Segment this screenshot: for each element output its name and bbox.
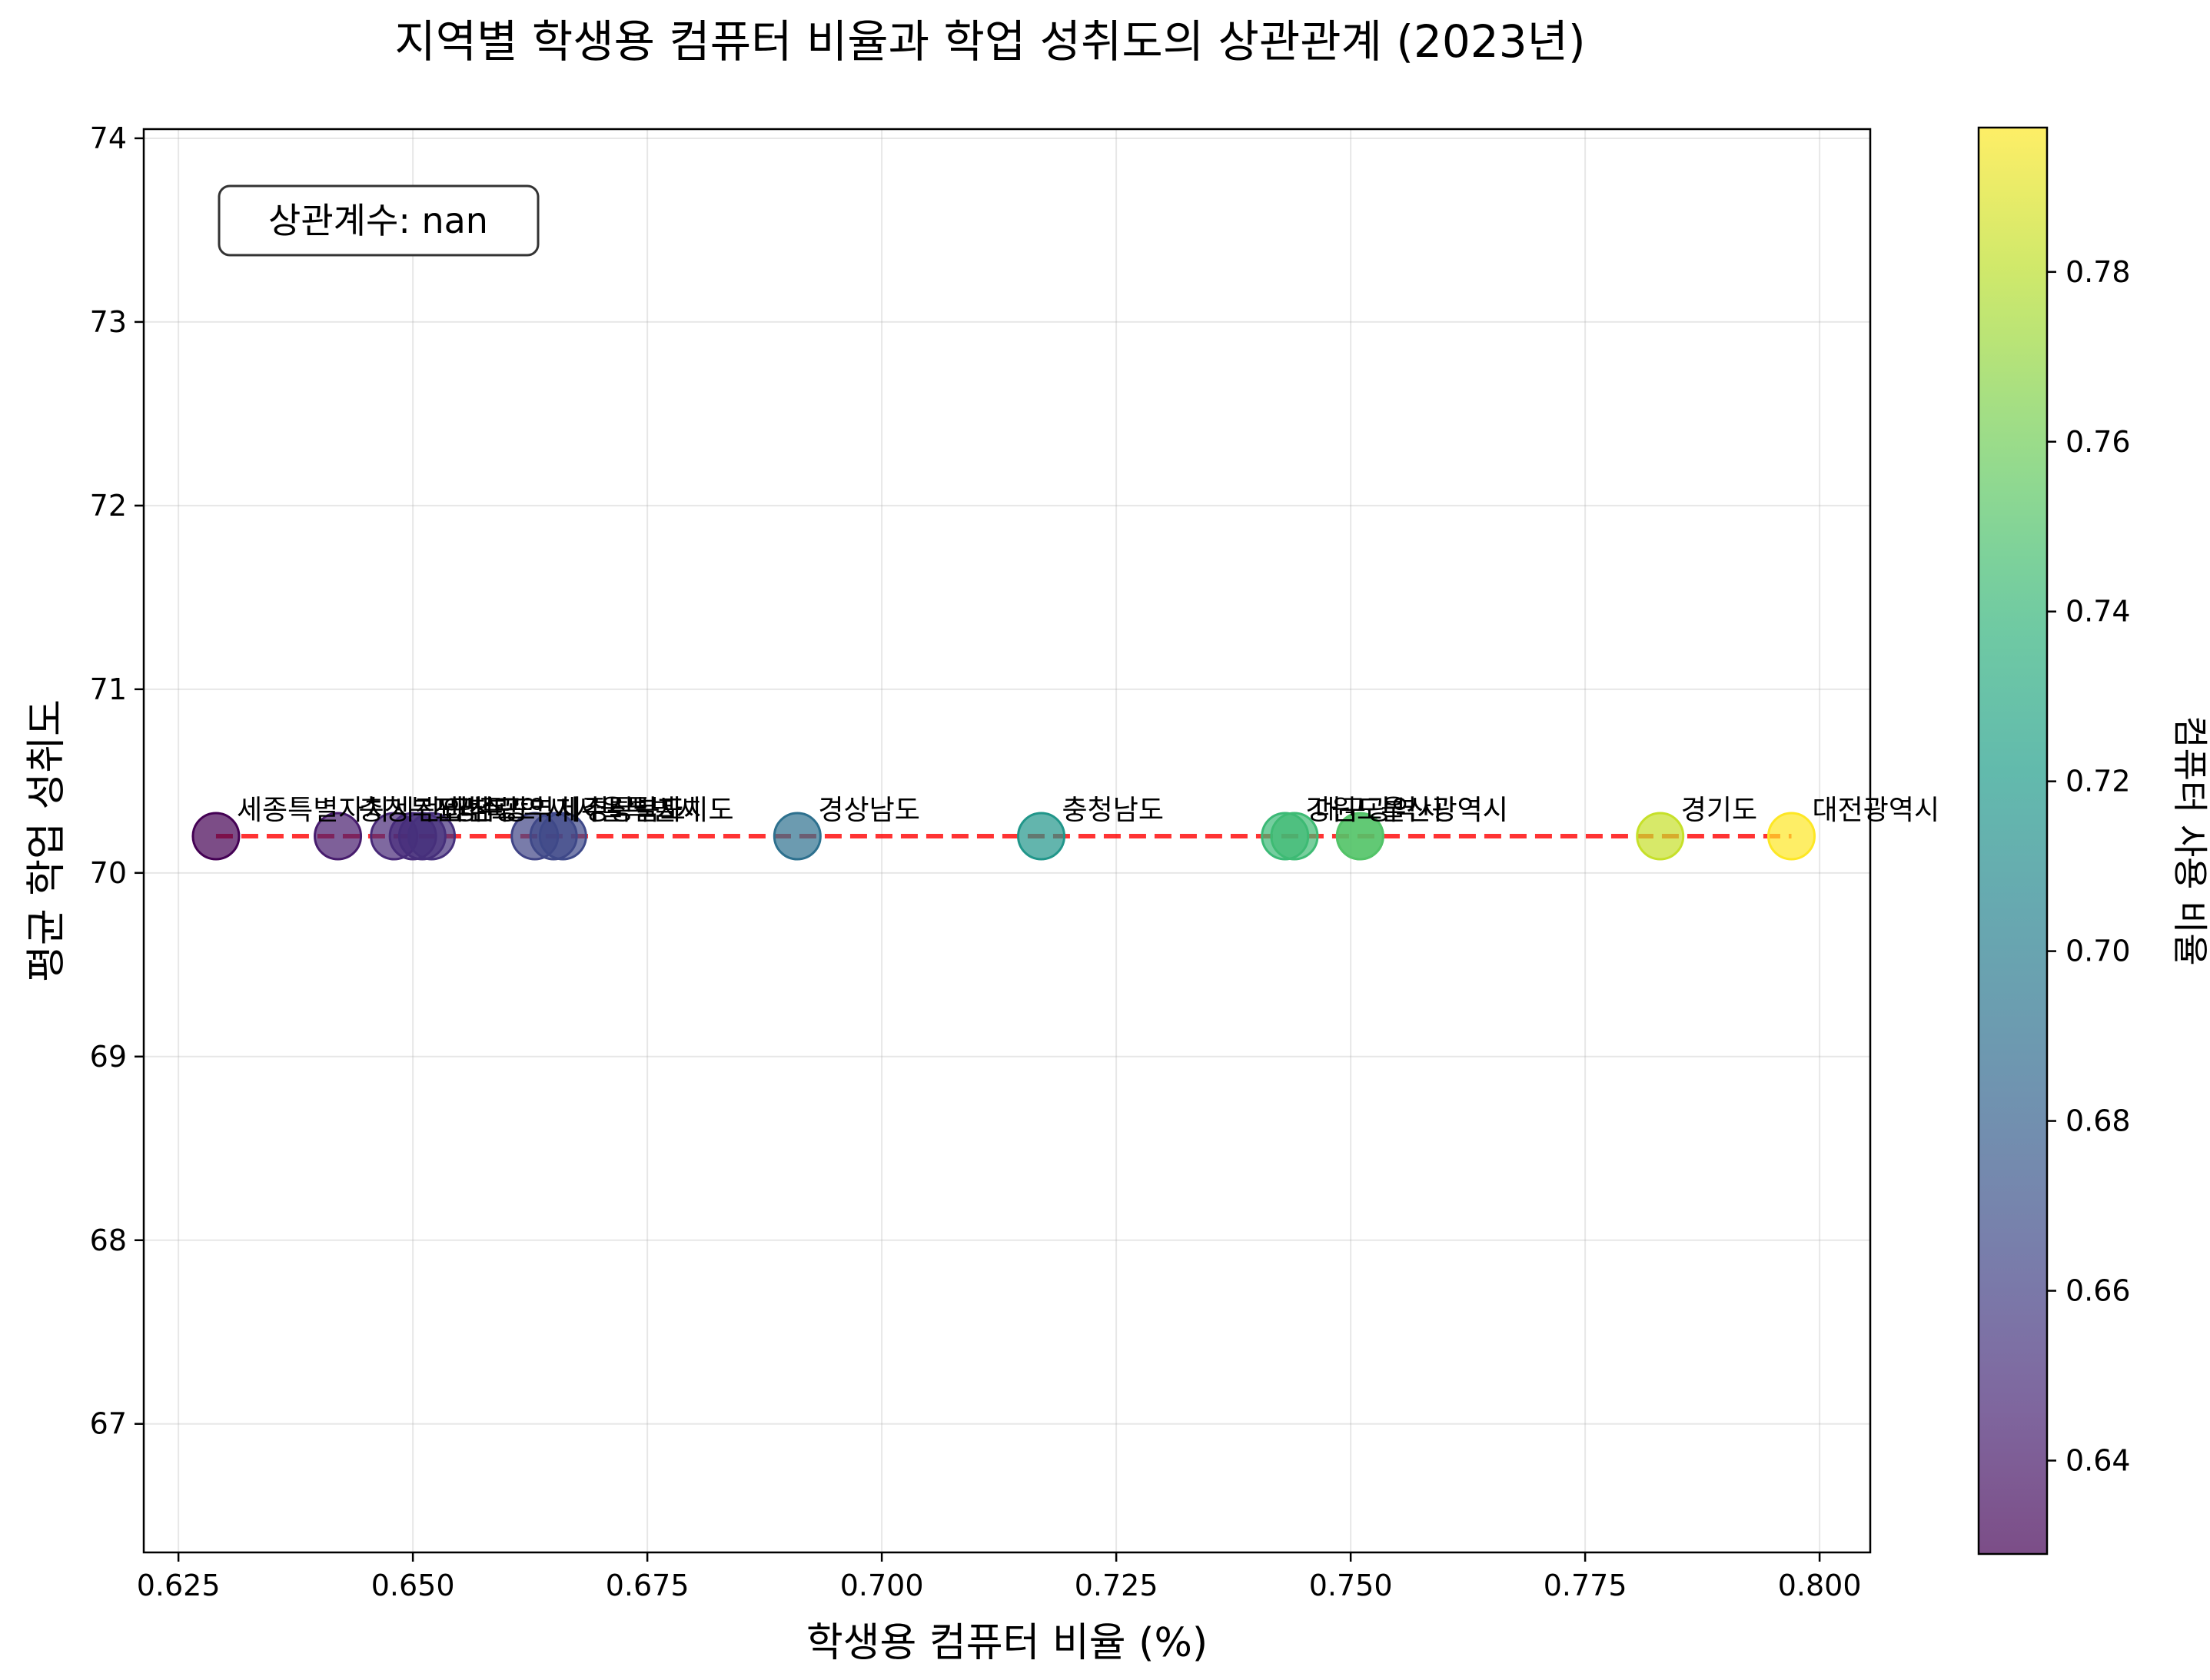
colorbar-tick-label: 0.68 <box>2065 1104 2131 1138</box>
x-tick-label: 0.675 <box>606 1569 690 1602</box>
y-tick-label: 71 <box>90 672 127 706</box>
x-axis-label: 학생용 컴퓨터 비율 (%) <box>806 1620 1208 1666</box>
colorbar-tick-label: 0.70 <box>2065 935 2131 968</box>
scatter-point <box>773 812 822 861</box>
colorbar-ticks: 0.64 0.66 0.68 0.70 0.72 0.74 0.76 0.78 <box>2047 255 2131 1477</box>
x-tick-label: 0.650 <box>371 1569 455 1602</box>
colorbar-tick-label: 0.72 <box>2065 765 2131 798</box>
scatter-point <box>538 812 587 861</box>
grid <box>144 129 1870 1552</box>
colorbar-tick-label: 0.66 <box>2065 1274 2131 1308</box>
annotation-text: 상관계수: nan <box>268 200 488 241</box>
point-label: 인천광역시 <box>443 795 570 826</box>
colorbar-tick-label: 0.78 <box>2065 255 2131 289</box>
colorbar-tick-label: 0.64 <box>2065 1443 2131 1477</box>
scatter-point <box>1636 812 1685 861</box>
colorbar-frame <box>1977 126 2049 1555</box>
y-tick-label: 69 <box>90 1040 127 1074</box>
point-labels-layer: 세종특별자치시충청북도전라남도전라북도인천광역시광주광역시제주특별자치도서울특별… <box>237 795 1939 826</box>
scatter-point <box>191 812 241 861</box>
colorbar-tick-label: 0.76 <box>2065 425 2131 459</box>
point-label: 전라남도 <box>415 795 517 826</box>
scatter-point <box>1270 812 1319 861</box>
point-label: 전라북도 <box>434 795 535 826</box>
x-tick-label: 0.725 <box>1075 1569 1158 1602</box>
y-axis-label: 평균 학업 성취도 <box>24 699 70 982</box>
x-tick-label: 0.750 <box>1309 1569 1393 1602</box>
plot-area: 세종특별자치시충청북도전라남도전라북도인천광역시광주광역시제주특별자치도서울특별… <box>142 128 1939 1554</box>
y-tick-label: 73 <box>90 305 127 339</box>
x-axis-ticks: 0.625 0.650 0.675 0.700 0.725 0.750 0.775 0.800 <box>137 1552 1862 1602</box>
correlation-annotation: 상관계수: nan <box>218 184 540 257</box>
x-tick-label: 0.775 <box>1544 1569 1627 1602</box>
y-axis-ticks: 67 68 69 70 71 72 73 74 <box>90 121 144 1441</box>
point-label: 경기도 <box>1681 795 1757 826</box>
scatter-point <box>314 812 363 861</box>
x-tick-label: 0.800 <box>1778 1569 1862 1602</box>
plot-frame <box>142 128 1872 1554</box>
point-label: 제주특별자치도 <box>556 795 734 826</box>
y-tick-label: 72 <box>90 489 127 523</box>
point-label: 서울특별시 <box>574 795 702 826</box>
colorbar-label: 컴퓨터 사용 비율 <box>2169 715 2210 965</box>
point-label: 세종특별자치시 <box>237 795 415 826</box>
points-layer <box>191 812 1816 861</box>
point-label: 대구광역시 <box>1315 795 1443 826</box>
annotation-box <box>218 184 540 257</box>
scatter-point <box>1017 812 1066 861</box>
point-label: 충청남도 <box>1062 795 1164 826</box>
chart-title: 지역별 학생용 컴퓨터 비율과 학업 성취도의 상관관계 (2023년) <box>394 15 1585 68</box>
colorbar-gradient <box>1979 128 2047 1554</box>
point-label: 대전광역시 <box>1813 795 1940 826</box>
scatter-point <box>1335 812 1384 861</box>
point-label: 광주광역시 <box>453 795 580 826</box>
x-tick-label: 0.625 <box>137 1569 221 1602</box>
point-label: 경상남도 <box>818 795 919 826</box>
point-label: 부산광역시 <box>1381 795 1508 826</box>
x-tick-label: 0.700 <box>840 1569 924 1602</box>
scatter-point <box>407 812 457 861</box>
colorbar: 0.64 0.66 0.68 0.70 0.72 0.74 0.76 0.78 컴퓨터 사용 … <box>1977 126 2210 1555</box>
point-label: 울산광역시 <box>1381 795 1508 826</box>
y-tick-label: 74 <box>90 121 127 155</box>
y-tick-label: 70 <box>90 856 127 890</box>
point-label: 경상북도 <box>583 795 685 826</box>
y-tick-label: 67 <box>90 1407 127 1441</box>
y-tick-label: 68 <box>90 1223 127 1257</box>
point-label: 강원도 <box>1306 795 1382 826</box>
scatter-point <box>1767 812 1816 861</box>
point-label: 충청북도 <box>359 795 460 826</box>
colorbar-tick-label: 0.74 <box>2065 595 2131 629</box>
